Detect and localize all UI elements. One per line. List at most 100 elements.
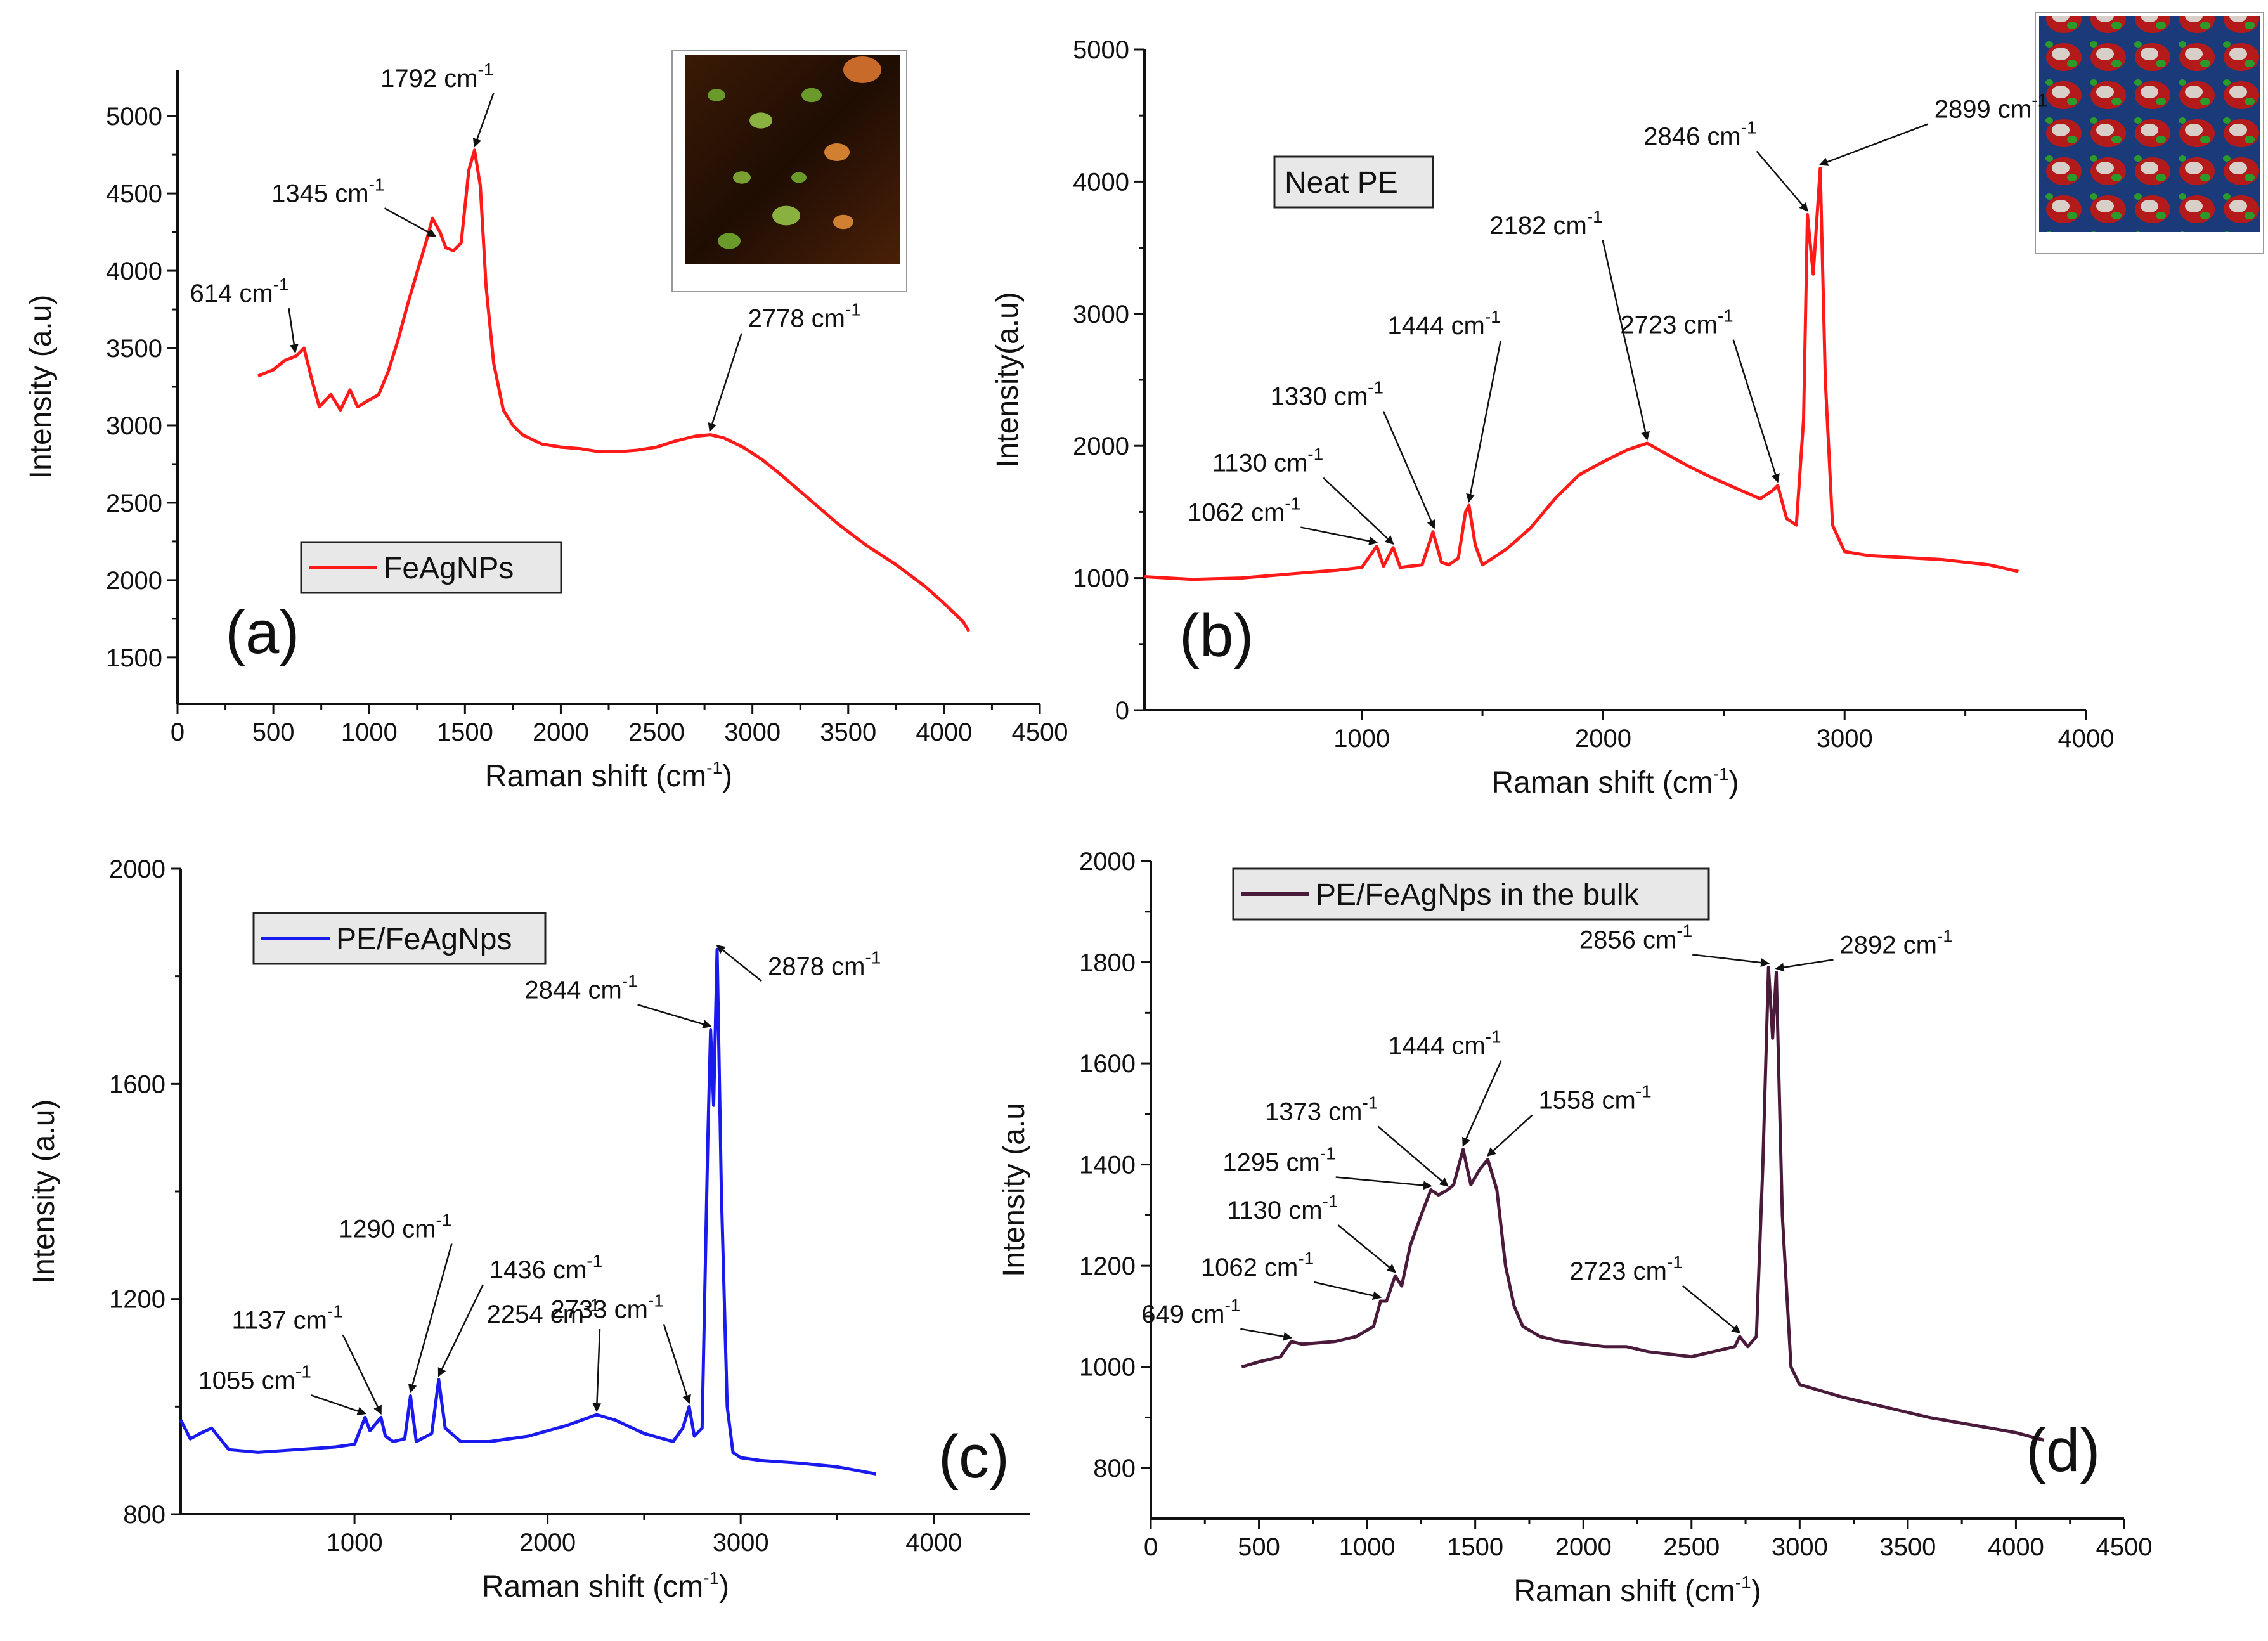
y-tick-label: 3500 bbox=[106, 335, 162, 363]
panel-letter: (b) bbox=[1179, 602, 1254, 670]
annotation-arrow bbox=[1335, 1176, 1432, 1190]
legend: FeAgNPs bbox=[300, 541, 562, 594]
annotation-arrow bbox=[1602, 240, 1650, 441]
y-tick-label: 4000 bbox=[106, 257, 162, 285]
x-tick-label: 4500 bbox=[1012, 718, 1068, 746]
annotation-arrow bbox=[288, 308, 299, 354]
x-tick-label: 500 bbox=[252, 718, 295, 746]
annotation-arrow bbox=[1462, 1060, 1502, 1147]
y-tick-label: 1600 bbox=[1079, 1050, 1136, 1078]
legend-label: PE/FeAgNps in the bulk bbox=[1316, 878, 1640, 912]
x-tick-label: 4000 bbox=[1988, 1533, 2044, 1561]
spectrum-line bbox=[1144, 167, 2019, 581]
y-tick-label: 2000 bbox=[1079, 848, 1136, 876]
peak-annotation-label: 2844 cm-1 bbox=[524, 971, 637, 1004]
peak-annotation-label: 1373 cm-1 bbox=[1265, 1093, 1378, 1126]
y-tick-label: 2000 bbox=[109, 855, 165, 883]
y-tick-label: 4000 bbox=[1073, 168, 1129, 196]
panel-letter: (a) bbox=[225, 599, 299, 666]
x-tick-label: 1000 bbox=[1339, 1533, 1396, 1561]
x-tick-label: 1000 bbox=[1333, 725, 1390, 753]
x-tick-label: 1000 bbox=[341, 718, 398, 746]
annotation-arrow bbox=[311, 1394, 366, 1416]
panel-letter: (c) bbox=[938, 1423, 1009, 1491]
legend: PE/FeAgNps bbox=[252, 912, 547, 965]
peak-annotation-label: 1444 cm-1 bbox=[1387, 307, 1500, 340]
x-tick-label: 3000 bbox=[724, 718, 781, 746]
peak-annotation-label: 1792 cm-1 bbox=[380, 60, 493, 93]
annotation-arrow bbox=[1337, 1224, 1397, 1273]
peak-annotation-label: 1345 cm-1 bbox=[271, 174, 384, 207]
y-axis-title: Intensity (a.u) bbox=[24, 295, 58, 479]
x-tick-label: 3000 bbox=[1817, 725, 1873, 753]
peak-annotation-label: 1290 cm-1 bbox=[339, 1210, 451, 1243]
x-tick-label: 4000 bbox=[905, 1529, 962, 1557]
annotation-arrow bbox=[663, 1323, 691, 1404]
spectrum-line bbox=[1241, 966, 2045, 1442]
peak-annotation-label: 1062 cm-1 bbox=[1188, 494, 1300, 527]
panel-4: 0 500 1000 1500 2000 2500 3000 3500 4000 4500 800 1… bbox=[997, 848, 2152, 1608]
x-tick-label: 2500 bbox=[628, 718, 685, 746]
y-tick-label: 5000 bbox=[106, 103, 162, 131]
peak-annotation-label: 2723 cm-1 bbox=[1620, 306, 1733, 339]
annotation-arrow bbox=[1486, 1114, 1533, 1157]
peak-annotation-label: 2182 cm-1 bbox=[1489, 207, 1602, 240]
x-axis-title: Raman shift (cm-1) bbox=[1513, 1573, 1761, 1608]
x-tick-label: 3500 bbox=[820, 718, 876, 746]
y-tick-label: 1000 bbox=[1079, 1354, 1136, 1382]
peak-annotation-label: 1130 cm-1 bbox=[1212, 444, 1323, 477]
panel-3: 1000 2000 3000 4000 800 1200 1600 2000 Raman shi… bbox=[27, 855, 1030, 1604]
x-tick-label: 4500 bbox=[2096, 1533, 2153, 1561]
legend-label: FeAgNPs bbox=[384, 552, 514, 585]
y-tick-label: 1500 bbox=[106, 644, 162, 672]
panel-1: 0 500 1000 1500 2000 2500 3000 3500 4000 4500 1500… bbox=[24, 50, 1068, 793]
x-axis-title: Raman shift (cm-1) bbox=[482, 1568, 729, 1604]
annotation-arrow bbox=[472, 93, 495, 148]
peak-annotation-label: 649 cm-1 bbox=[1141, 1295, 1240, 1328]
y-tick-label: 1800 bbox=[1079, 949, 1136, 977]
y-tick-label: 1200 bbox=[1079, 1252, 1136, 1280]
legend-label: PE/FeAgNps bbox=[336, 923, 512, 956]
x-tick-label: 2000 bbox=[533, 718, 589, 746]
x-tick-label: 2000 bbox=[1555, 1533, 1612, 1561]
y-axis-title: Intensity (a.u) bbox=[27, 1099, 61, 1284]
annotation-arrow bbox=[1382, 411, 1435, 529]
annotation-arrow bbox=[1692, 954, 1770, 968]
peak-annotation-label: 614 cm-1 bbox=[190, 275, 288, 308]
x-tick-label: 2000 bbox=[1575, 725, 1631, 753]
y-tick-label: 800 bbox=[123, 1501, 165, 1529]
y-tick-label: 1000 bbox=[1073, 565, 1129, 593]
annotation-arrow bbox=[1682, 1285, 1741, 1334]
y-tick-label: 1200 bbox=[109, 1286, 165, 1314]
annotation-arrow bbox=[1240, 1328, 1293, 1341]
annotation-arrow bbox=[437, 1284, 484, 1377]
y-tick-label: 2000 bbox=[1073, 432, 1129, 460]
legend: PE/FeAgNps in the bulk bbox=[1232, 867, 1710, 921]
x-tick-label: 3500 bbox=[1879, 1533, 1936, 1561]
peak-annotation-label: 2846 cm-1 bbox=[1643, 118, 1756, 151]
x-tick-label: 2500 bbox=[1663, 1533, 1720, 1561]
x-axis-title: Raman shift (cm-1) bbox=[1491, 764, 1739, 800]
spectrum-line bbox=[257, 148, 971, 632]
annotation-arrow bbox=[1818, 123, 1929, 166]
y-tick-label: 2500 bbox=[106, 490, 162, 517]
afm-inset-image bbox=[2035, 12, 2264, 254]
annotation-arrow bbox=[716, 945, 762, 982]
annotation-arrow bbox=[1775, 959, 1834, 972]
x-tick-label: 4000 bbox=[916, 718, 972, 746]
x-axis-title: Raman shift (cm-1) bbox=[485, 758, 732, 793]
y-tick-label: 1400 bbox=[1079, 1151, 1136, 1179]
peak-annotation-label: 2733 cm-1 bbox=[551, 1290, 664, 1323]
annotation-arrow bbox=[637, 1004, 712, 1028]
annotation-arrow bbox=[1732, 339, 1780, 483]
peak-annotation-label: 2892 cm-1 bbox=[1839, 926, 1952, 959]
peak-annotation-label: 2254 cm-1 bbox=[487, 1295, 600, 1328]
spectrum-line bbox=[179, 947, 876, 1476]
y-tick-label: 4500 bbox=[106, 180, 162, 208]
afm-inset-image bbox=[671, 50, 907, 292]
y-tick-label: 5000 bbox=[1073, 36, 1129, 64]
panel-letter: (d) bbox=[2026, 1417, 2100, 1484]
panel-2: 1000 2000 3000 4000 0 1000 2000 3000 4000 5000 Ram… bbox=[991, 12, 2264, 800]
peak-annotation-label: 1558 cm-1 bbox=[1538, 1082, 1651, 1115]
peak-annotation-label: 2856 cm-1 bbox=[1579, 921, 1692, 954]
